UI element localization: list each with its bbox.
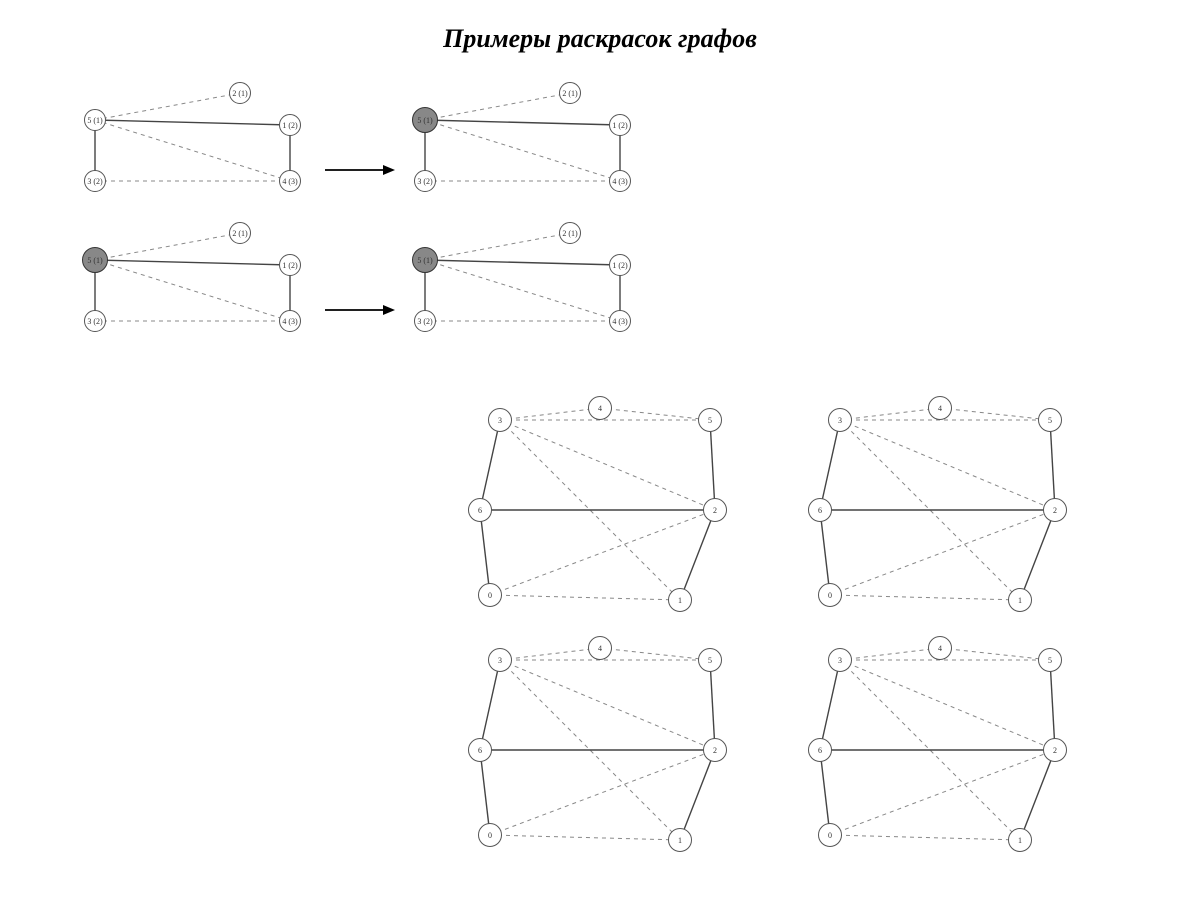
arrow-icon — [0, 0, 1200, 900]
